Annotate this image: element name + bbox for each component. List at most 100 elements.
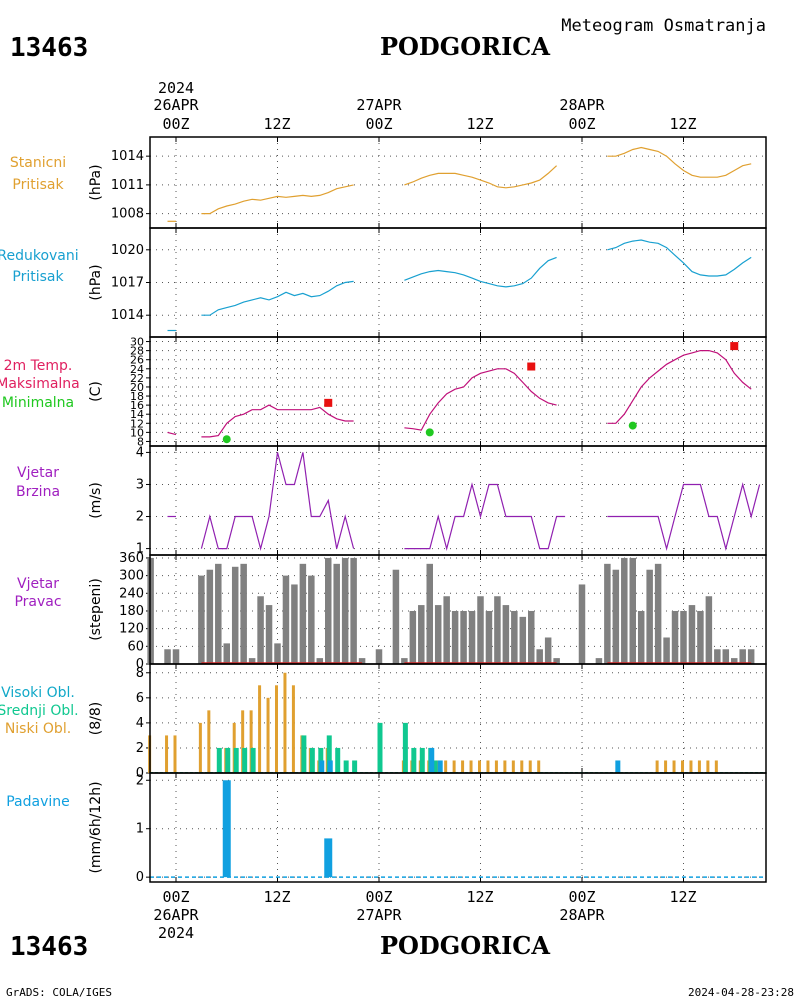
- y-tick-label: 120: [119, 622, 144, 637]
- y-tick-label: 1014: [111, 308, 144, 323]
- cloud-mid-bar: [411, 747, 417, 773]
- top-tick-label-0: 00Z: [162, 115, 189, 133]
- station-name-top: PODGORICA: [380, 32, 550, 61]
- y-tick-label: 8: [137, 435, 144, 448]
- cloud-low-bar: [198, 722, 202, 773]
- tmin-marker: [628, 421, 637, 430]
- wind-dir-bar: [731, 658, 738, 664]
- tmax-marker: [324, 398, 333, 407]
- wind-dir-bar: [308, 575, 315, 664]
- panel-frame: [149, 772, 767, 883]
- cloud-mid-bar: [432, 760, 438, 773]
- cloud-high-bar: [615, 760, 621, 773]
- bottom-tick-label-0: 00Z: [162, 888, 189, 906]
- bottom-tick-label-2: 00Z: [365, 888, 392, 906]
- cloud-low-bar: [706, 760, 710, 773]
- bottom-tick-label-1: 12Z: [263, 888, 290, 906]
- panel-label: Stanicni: [10, 155, 66, 171]
- unit-label: (mm/6h/12h): [88, 781, 104, 873]
- wind-dir-bar: [621, 557, 628, 664]
- y-tick-label: 0: [136, 657, 144, 672]
- wind-dir-bar: [392, 569, 400, 664]
- y-tick-label: 0: [136, 870, 144, 885]
- wind-dir-bar: [282, 575, 290, 664]
- cloud-low-bar: [503, 760, 507, 773]
- bottom-tick-label-3: 12Z: [466, 888, 493, 906]
- wind-dir-bar: [333, 563, 340, 664]
- credit-label: GrADS: COLA/IGES: [6, 986, 112, 999]
- panel-label: Minimalna: [2, 395, 74, 411]
- panels-layer: 100810111014(hPa)StanicniPritisak1014101…: [0, 136, 767, 885]
- y-tick-label: 1011: [111, 178, 144, 193]
- precip-bar: [222, 780, 231, 878]
- top-tick-label-3: 12Z: [466, 115, 493, 133]
- y-tick-label: 1014: [111, 149, 144, 164]
- wind-dir-bar: [680, 610, 687, 664]
- cloud-low-bar: [486, 760, 490, 773]
- wind-dir-bar: [528, 610, 535, 664]
- wind-dir-bar: [350, 557, 357, 664]
- cloud-low-bar: [452, 760, 456, 773]
- y-tick-label: 2: [136, 773, 144, 788]
- cloud-mid-bar: [343, 760, 349, 773]
- cloud-low-bar: [266, 697, 270, 773]
- y-tick-label: 2: [136, 741, 144, 756]
- top-tick-label-1: 12Z: [263, 115, 290, 133]
- unit-label: (stepeni): [88, 578, 104, 641]
- y-tick-label: 360: [119, 551, 144, 566]
- y-tick-label: 16: [130, 399, 144, 412]
- wind-dir-bar: [426, 563, 433, 664]
- cloud-low-bar: [165, 735, 169, 773]
- bottom-day-label-0: 26APR: [153, 906, 199, 924]
- wind-dir-bar: [654, 563, 662, 664]
- panel-label: Vjetar: [17, 465, 59, 481]
- top-day-label-1: 27APR: [356, 96, 402, 114]
- tmin-marker: [425, 428, 434, 437]
- cloud-mid-bar: [335, 747, 341, 773]
- cloud-low-bar: [681, 760, 684, 773]
- wind-dir-bar: [409, 610, 417, 664]
- top-day-label-2: 28APR: [559, 96, 605, 114]
- panel-label: Niski Obl.: [5, 721, 71, 737]
- wind-dir-bar: [629, 557, 636, 664]
- cloud-low-bar: [494, 760, 498, 773]
- wind-dir-bar: [714, 649, 721, 664]
- cloud-high-bar: [429, 747, 435, 773]
- wind-dir-bar: [536, 649, 543, 664]
- tmin-marker: [222, 435, 231, 444]
- panel-label: Pravac: [14, 594, 61, 610]
- y-tick-label: 180: [119, 604, 144, 619]
- wind-dir-bar: [553, 658, 560, 664]
- precip-bar: [324, 838, 333, 878]
- timestamp-label: 2024-04-28-23:28: [688, 986, 794, 999]
- y-tick-label: 22: [130, 372, 144, 385]
- wind-dir-bar: [341, 557, 349, 664]
- wind-dir-bar: [443, 596, 450, 664]
- y-tick-label: 8: [136, 666, 144, 681]
- cloud-mid-bar: [250, 747, 256, 773]
- y-tick-label: 1008: [111, 207, 144, 222]
- cloud-low-bar: [241, 710, 245, 773]
- cloud-low-bar: [664, 760, 668, 773]
- wind-dir-bar: [604, 563, 611, 664]
- wind-dir-bar: [274, 643, 281, 664]
- y-tick-label: 1017: [111, 276, 144, 291]
- top-tick-label-2: 00Z: [365, 115, 392, 133]
- bottom-day-label-2: 28APR: [559, 906, 605, 924]
- series-line: [201, 404, 354, 438]
- panel-label: Pritisak: [12, 177, 64, 193]
- cloud-low-bar: [697, 760, 701, 773]
- y-tick-label: 3: [136, 477, 144, 492]
- panel-label: Redukovani: [0, 248, 79, 264]
- y-tick-label: 10: [130, 426, 144, 439]
- cloud-mid-bar: [402, 722, 408, 773]
- wind-dir-bar: [198, 575, 205, 664]
- cloud-low-bar: [672, 760, 676, 773]
- panel-frame: [149, 445, 767, 556]
- series-line: [201, 280, 354, 316]
- wind-dir-bar: [494, 596, 501, 664]
- cloud-low-bar: [258, 685, 262, 773]
- wind-dir-bar: [299, 563, 307, 664]
- bottom-year-label: 2024: [158, 924, 194, 942]
